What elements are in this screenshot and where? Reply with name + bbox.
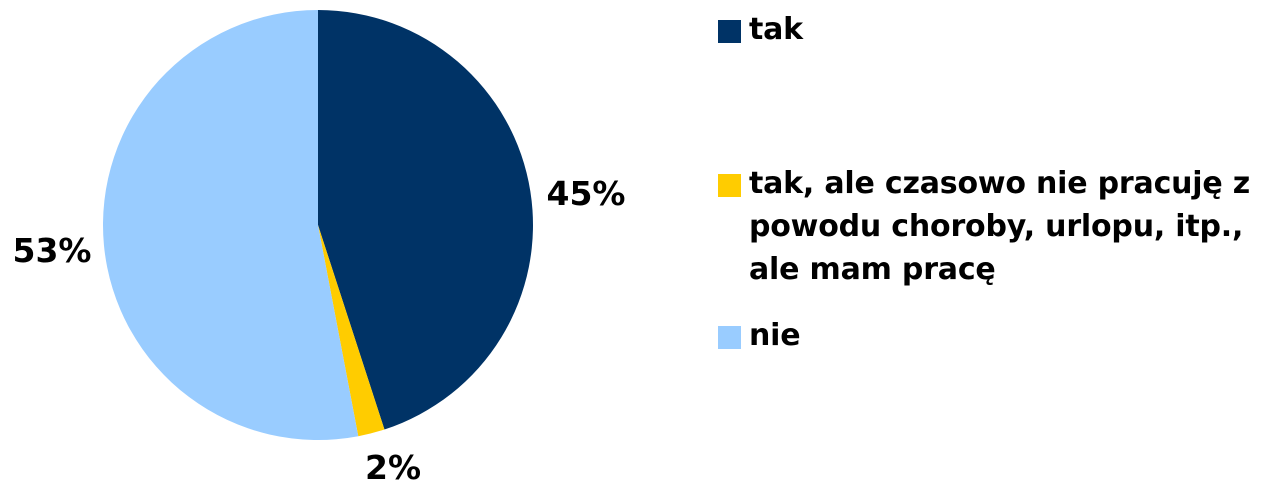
- legend-label-tak-czasowo: tak, ale czasowo nie pracuję z powodu ch…: [749, 162, 1281, 291]
- legend-item-nie: nie: [718, 314, 1281, 357]
- legend-item-tak: tak: [718, 8, 1281, 51]
- pie-chart: 45% 2% 53%: [0, 0, 660, 480]
- legend-swatch-tak-czasowo: [718, 174, 741, 197]
- data-label-nie: 53%: [13, 231, 92, 270]
- legend-item-tak-czasowo: tak, ale czasowo nie pracuję z powodu ch…: [718, 162, 1281, 291]
- data-label-tak-czasowo: 2%: [365, 448, 421, 480]
- legend-label-tak: tak: [749, 8, 1281, 51]
- legend-swatch-nie: [718, 326, 741, 349]
- data-label-tak: 45%: [547, 174, 626, 213]
- chart-legend: tak tak, ale czasowo nie pracuję z powod…: [718, 0, 1281, 480]
- legend-label-nie: nie: [749, 314, 1281, 357]
- legend-swatch-tak: [718, 20, 741, 43]
